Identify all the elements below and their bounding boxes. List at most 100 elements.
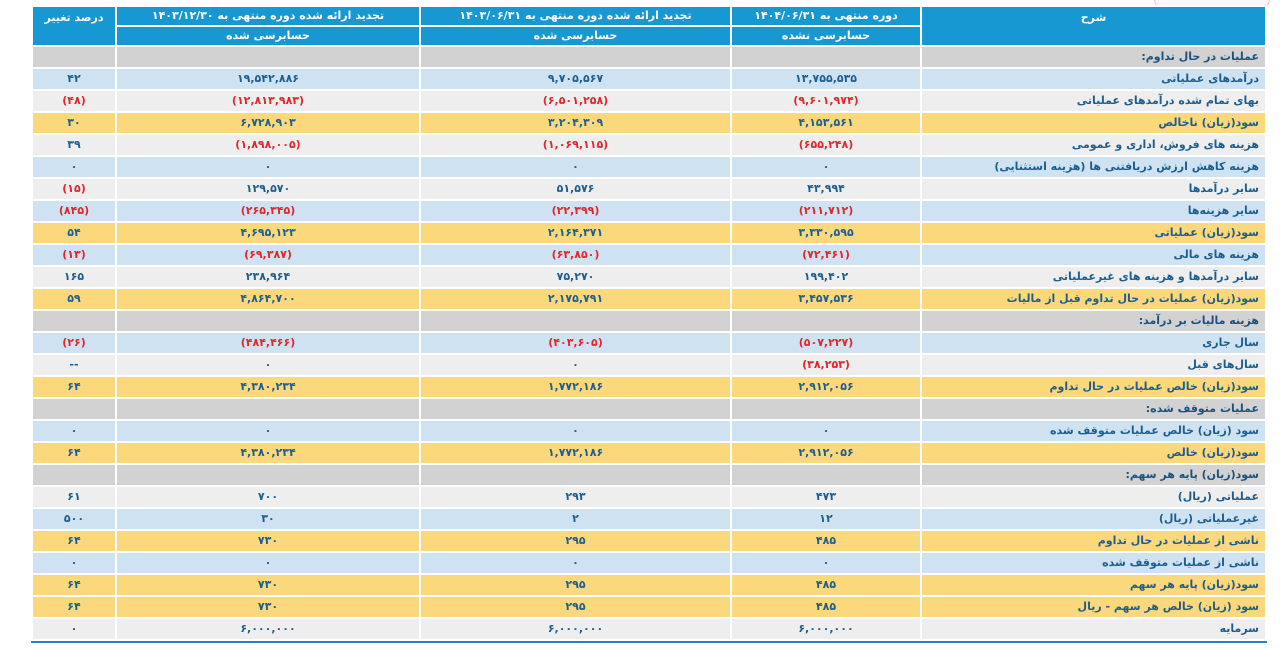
- row-label-cell: بهای تمام شده درآمدهای عملیاتی: [920, 89, 1267, 113]
- value-cell-period-1403-06: (۶,۵۰۱,۲۵۸): [419, 89, 732, 113]
- value-cell-percent-change: ۰: [31, 551, 117, 575]
- value-cell-percent-change: ۵۹: [31, 287, 117, 311]
- value-cell-period-1404-06: ۴۸۵: [730, 595, 922, 619]
- value-cell-period-1403-12: ۷۳۰: [115, 529, 421, 553]
- value-cell-period-1403-06: ۱,۷۷۲,۱۸۶: [419, 375, 732, 399]
- value-cell-percent-change: ۰: [31, 155, 117, 179]
- value-cell-percent-change: [31, 397, 117, 421]
- value-cell-period-1403-12: (۲۶۵,۳۴۵): [115, 199, 421, 223]
- table-row: سرمایه ۶,۰۰۰,۰۰۰ ۶,۰۰۰,۰۰۰ ۶,۰۰۰,۰۰۰ ۰: [31, 617, 1267, 641]
- section-header-row: عملیات متوقف شده:: [31, 397, 1267, 421]
- value-cell-period-1403-06: ۳,۲۰۴,۳۰۹: [419, 111, 732, 135]
- value-cell-period-1403-06: ۰: [419, 155, 732, 179]
- value-cell-period-1404-06: ۲,۹۱۲,۰۵۶: [730, 375, 922, 399]
- value-cell-period-1403-12: [115, 397, 421, 421]
- value-cell-period-1403-06: ۲,۱۶۴,۳۷۱: [419, 221, 732, 245]
- value-cell-period-1403-06: ۰: [419, 551, 732, 575]
- row-label-cell: هزینه کاهش ارزش دریافتنی ها (هزینه استثن…: [920, 155, 1267, 179]
- value-cell-period-1404-06: [730, 463, 922, 487]
- value-cell-period-1403-12: ۰: [115, 353, 421, 377]
- audit-status-audited-1: حسابرسی شده: [419, 25, 732, 47]
- value-cell-period-1403-12: ۲۳۸,۹۶۴: [115, 265, 421, 289]
- value-cell-period-1403-12: ۰: [115, 155, 421, 179]
- value-cell-period-1404-06: [730, 309, 922, 333]
- value-cell-percent-change: [31, 45, 117, 69]
- value-cell-period-1404-06: [730, 45, 922, 69]
- table-row: سایر درآمدها و هزینه های غیرعملیاتی ۱۹۹,۴…: [31, 265, 1267, 289]
- value-cell-period-1403-06: ۲,۱۷۵,۷۹۱: [419, 287, 732, 311]
- value-cell-period-1403-12: [115, 463, 421, 487]
- value-cell-percent-change: ۰: [31, 617, 117, 641]
- header-row-audit-status: حسابرسی نشده حسابرسی شده حسابرسی شده: [32, 25, 1266, 47]
- table-row: سود(زیان) عملیات در حال تداوم قبل از مال…: [31, 287, 1267, 311]
- value-cell-period-1403-12: ۱۹,۵۴۲,۸۸۶: [115, 67, 421, 91]
- row-label-cell: سود(زیان) ناخالص: [920, 111, 1267, 135]
- value-cell-period-1404-06: ۲,۹۱۲,۰۵۶: [730, 441, 922, 465]
- row-label-cell: ناشی از عملیات در حال تداوم: [920, 529, 1267, 553]
- value-cell-period-1403-12: ۷۰۰: [115, 485, 421, 509]
- value-cell-percent-change: ۴۲: [31, 67, 117, 91]
- header-row-periods: شرح دوره منتهی به ۱۴۰۴/۰۶/۳۱ تجدید ارائه…: [31, 5, 1267, 47]
- value-cell-period-1404-06: ۰: [730, 155, 922, 179]
- column-header-percent-change: درصد تغییر: [31, 5, 117, 47]
- value-cell-period-1403-06: ۷۵,۲۷۰: [419, 265, 732, 289]
- value-cell-period-1403-12: (۴۸۴,۴۶۶): [115, 331, 421, 355]
- value-cell-percent-change: ۳۰: [31, 111, 117, 135]
- audit-status-audited-2: حسابرسی شده: [115, 25, 421, 47]
- value-cell-period-1403-12: ۰: [115, 419, 421, 443]
- row-label-cell: ناشی از عملیات متوقف شده: [920, 551, 1267, 575]
- row-label-cell: هزینه های فروش، اداری و عمومی: [920, 133, 1267, 157]
- value-cell-period-1404-06: ۴۸۵: [730, 529, 922, 553]
- section-header-row: عملیات در حال تداوم:: [31, 45, 1267, 69]
- value-cell-percent-change: ۶۴: [31, 595, 117, 619]
- table-row: سایر هزینه‌ها (۲۱۱,۷۱۲) (۲۲,۳۹۹) (۲۶۵,۳۴۵)(…: [31, 199, 1267, 223]
- value-cell-percent-change: (۴۸): [31, 89, 117, 113]
- row-label-cell: سایر درآمدها: [920, 177, 1267, 201]
- table-row: سود(زیان) ناخالص ۴,۱۵۳,۵۶۱ ۳,۲۰۴,۳۰۹ ۶,۷۲۸,…: [31, 111, 1267, 135]
- table-row: عملیاتی (ریال) ۴۷۳ ۲۹۳ ۷۰۰ ۶۱: [31, 485, 1267, 509]
- value-cell-percent-change: ۳۹: [31, 133, 117, 157]
- row-label-cell: سود(زیان) خالص: [920, 441, 1267, 465]
- table-row: غیرعملیاتی (ریال) ۱۲ ۲ ۳۰ ۵۰۰: [31, 507, 1267, 531]
- value-cell-period-1403-12: (۱,۸۹۸,۰۰۵): [115, 133, 421, 157]
- column-header-period-1403-12-30: تجدید ارائه شده دوره منتهی به ۱۴۰۳/۱۲/۳۰: [115, 5, 421, 27]
- table-row: سایر درآمدها ۴۳,۹۹۴ ۵۱,۵۷۶ ۱۲۹,۵۷۰ (۱۵): [31, 177, 1267, 201]
- value-cell-period-1403-12: ۴,۸۶۴,۷۰۰: [115, 287, 421, 311]
- value-cell-period-1403-06: ۲۹۵: [419, 595, 732, 619]
- value-cell-period-1404-06: ۳,۳۳۰,۵۹۵: [730, 221, 922, 245]
- row-label-cell: هزینه های مالی: [920, 243, 1267, 267]
- row-label-cell: سود(زیان) پایه هر سهم: [920, 573, 1267, 597]
- value-cell-period-1403-06: ۲۹۵: [419, 529, 732, 553]
- value-cell-period-1403-06: [419, 397, 732, 421]
- value-cell-period-1403-06: ۵۱,۵۷۶: [419, 177, 732, 201]
- value-cell-period-1404-06: (۲۱۱,۷۱۲): [730, 199, 922, 223]
- value-cell-period-1403-12: ۱۲۹,۵۷۰: [115, 177, 421, 201]
- value-cell-percent-change: ۶۴: [31, 441, 117, 465]
- table-row: سود (زیان) خالص هر سهم - ریال ۴۸۵ ۲۹۵ ۷۳۰ ۶۴: [31, 595, 1267, 619]
- value-cell-percent-change: (۸۴۵): [31, 199, 117, 223]
- table-row: هزینه های فروش، اداری و عمومی (۶۵۵,۲۴۸) (۱…: [31, 133, 1267, 157]
- column-header-period-1404-06-31: دوره منتهی به ۱۴۰۴/۰۶/۳۱: [730, 5, 922, 27]
- value-cell-percent-change: [31, 309, 117, 333]
- table-row: هزینه های مالی (۷۲,۴۶۱) (۶۳,۸۵۰) (۶۹,۳۸۷) (۱…: [31, 243, 1267, 267]
- column-header-period-1403-06-31: تجدید ارائه شده دوره منتهی به ۱۴۰۳/۰۶/۳۱: [419, 5, 732, 27]
- value-cell-period-1404-06: ۱۲: [730, 507, 922, 531]
- value-cell-period-1403-12: ۰: [115, 551, 421, 575]
- value-cell-period-1403-06: (۶۳,۸۵۰): [419, 243, 732, 267]
- value-cell-period-1403-06: ۰: [419, 419, 732, 443]
- table-row: سود(زیان) خالص عملیات در حال تداوم ۲,۹۱۲,…: [31, 375, 1267, 399]
- table-row: سود(زیان) خالص ۲,۹۱۲,۰۵۶ ۱,۷۷۲,۱۸۶ ۴,۳۸۰,۲۳…: [31, 441, 1267, 465]
- value-cell-percent-change: [31, 463, 117, 487]
- value-cell-period-1403-12: ۴,۳۸۰,۲۳۴: [115, 375, 421, 399]
- value-cell-period-1403-12: [115, 45, 421, 69]
- value-cell-period-1403-06: ۲۹۳: [419, 485, 732, 509]
- value-cell-period-1403-06: [419, 463, 732, 487]
- section-header-row: سود(زیان) پایه هر سهم:: [31, 463, 1267, 487]
- value-cell-percent-change: ۶۴: [31, 375, 117, 399]
- row-label-cell: سود(زیان) عملیاتی: [920, 221, 1267, 245]
- income-statement-table: شرح دوره منتهی به ۱۴۰۴/۰۶/۳۱ تجدید ارائه…: [31, 5, 1267, 641]
- section-title-cell: عملیات در حال تداوم:: [920, 45, 1267, 69]
- value-cell-period-1403-06: ۱,۷۷۲,۱۸۶: [419, 441, 732, 465]
- value-cell-percent-change: (۱۵): [31, 177, 117, 201]
